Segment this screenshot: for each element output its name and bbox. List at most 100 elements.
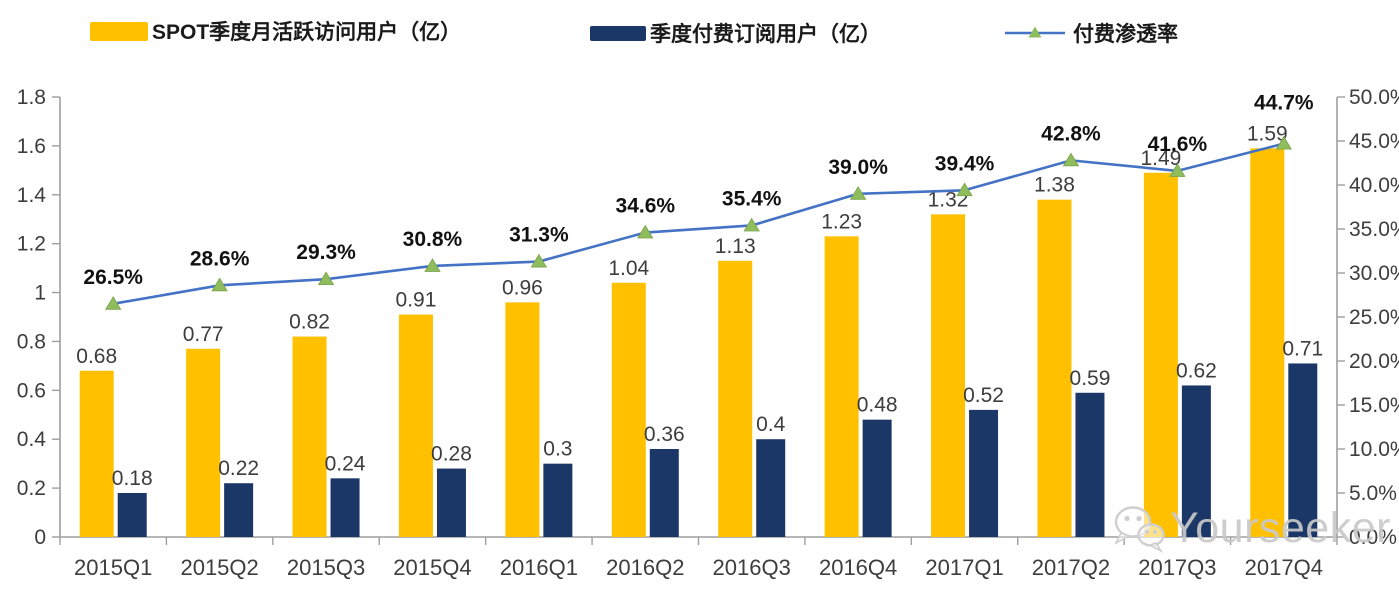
- left-axis-tick-label: 0.2: [17, 477, 46, 500]
- x-axis-category-label: 2017Q4: [1245, 555, 1323, 580]
- mau-bar: [1037, 199, 1072, 537]
- mau-value-label: 0.96: [502, 276, 543, 299]
- x-axis-category-label: 2017Q3: [1138, 555, 1216, 580]
- mau-bar: [611, 282, 646, 537]
- mau-value-label: 1.23: [821, 210, 862, 233]
- x-axis-category-label: 2017Q1: [925, 555, 1003, 580]
- legend-item-mau: SPOT季度月活跃访问用户（亿）: [90, 18, 461, 44]
- legend-label-mau: SPOT季度月活跃访问用户（亿）: [152, 21, 462, 44]
- subscriber-bar: [649, 449, 679, 537]
- penetration-label: 42.8%: [1041, 122, 1101, 145]
- mau-bar: [79, 370, 114, 537]
- mau-value-label: 0.77: [183, 323, 224, 346]
- legend-label-penetration: 付费渗透率: [1073, 23, 1178, 46]
- subscriber-bar: [436, 468, 466, 537]
- right-axis-tick-label: 5.0%: [1349, 482, 1397, 505]
- mau-value-label: 1.59: [1247, 122, 1288, 145]
- penetration-marker: [849, 186, 867, 200]
- penetration-label: 41.6%: [1148, 133, 1208, 156]
- left-axis-tick-label: 1.8: [17, 86, 46, 109]
- penetration-marker: [743, 217, 760, 232]
- right-axis-tick-label: 25.0%: [1349, 306, 1399, 329]
- penetration-label: 28.6%: [190, 247, 250, 270]
- penetration-marker: [1169, 163, 1186, 177]
- subscriber-value-label: 0.62: [1176, 359, 1217, 382]
- left-axis-tick-label: 0.8: [17, 330, 46, 353]
- mau-bar: [398, 314, 433, 537]
- subscriber-bar: [756, 439, 786, 537]
- penetration-line: [112, 142, 1285, 306]
- left-axis-tick-label: 1: [34, 282, 46, 305]
- penetration-marker: [105, 296, 122, 310]
- subscriber-bar: [1288, 363, 1318, 537]
- right-axis-tick-label: 15.0%: [1349, 394, 1399, 417]
- subscriber-bar: [543, 463, 573, 537]
- mau-value-label: 1.13: [715, 235, 756, 258]
- x-axis-category-label: 2016Q3: [713, 555, 791, 580]
- right-axis-tick-label: 35.0%: [1349, 218, 1399, 241]
- subscriber-bar: [330, 478, 360, 537]
- mau-value-label: 0.68: [76, 345, 117, 368]
- legend-item-subscribers: 季度付费订阅用户（亿）: [590, 20, 881, 46]
- penetration-marker: [1062, 152, 1080, 167]
- mau-bar: [1143, 172, 1178, 537]
- penetration-label: 39.0%: [828, 156, 888, 179]
- penetration-label: 30.8%: [403, 228, 463, 251]
- line-marker-icon: [1005, 26, 1065, 38]
- mau-bar: [718, 260, 753, 537]
- subscriber-value-label: 0.36: [644, 423, 685, 446]
- penetration-label: 44.7%: [1254, 92, 1314, 115]
- legend-label-subscribers: 季度付费订阅用户（亿）: [650, 23, 881, 46]
- subscriber-bar: [224, 483, 254, 537]
- subscriber-value-label: 0.18: [112, 467, 153, 490]
- penetration-marker: [1275, 135, 1292, 150]
- left-axis-tick-label: 1.6: [17, 135, 46, 158]
- legend-swatch-subscribers: [590, 25, 646, 41]
- subscriber-bar: [1075, 392, 1105, 537]
- mau-bar: [824, 236, 859, 538]
- x-axis-category-label: 2016Q4: [819, 555, 897, 580]
- x-axis-category-label: 2015Q1: [74, 555, 152, 580]
- left-axis-tick-label: 1.2: [17, 233, 46, 256]
- penetration-label: 34.6%: [616, 195, 676, 218]
- mau-bar: [292, 336, 327, 537]
- penetration-label: 35.4%: [722, 187, 782, 210]
- penetration-marker: [317, 271, 335, 286]
- right-axis-tick-label: 10.0%: [1349, 438, 1399, 461]
- subscriber-value-label: 0.48: [857, 394, 898, 417]
- mau-value-label: 0.82: [289, 311, 330, 334]
- x-axis-category-label: 2017Q2: [1032, 555, 1110, 580]
- subscriber-value-label: 0.71: [1282, 337, 1323, 360]
- mau-bar: [931, 214, 966, 538]
- left-axis-tick-label: 0.6: [17, 379, 46, 402]
- penetration-label: 39.4%: [935, 152, 995, 175]
- subscriber-value-label: 0.24: [325, 452, 366, 475]
- penetration-marker: [637, 224, 654, 239]
- subscriber-value-label: 0.52: [963, 384, 1004, 407]
- subscriber-value-label: 0.3: [543, 438, 572, 461]
- mau-bar: [186, 348, 221, 537]
- penetration-marker: [956, 182, 973, 197]
- right-axis-tick-label: 50.0%: [1349, 86, 1399, 109]
- legend-item-penetration: 付费渗透率: [1005, 20, 1178, 46]
- right-axis-tick-label: 30.0%: [1349, 262, 1399, 285]
- mau-value-label: 1.38: [1034, 174, 1075, 197]
- legend-line-marker: [1005, 24, 1065, 42]
- mau-value-label: 1.49: [1140, 147, 1181, 170]
- x-axis-category-label: 2015Q2: [180, 555, 258, 580]
- left-axis-tick-label: 0: [34, 526, 46, 549]
- x-axis-category-label: 2015Q4: [393, 555, 471, 580]
- mau-bar: [505, 302, 540, 537]
- right-axis-tick-label: 0.0%: [1349, 526, 1397, 549]
- left-axis-tick-label: 1.4: [17, 184, 47, 207]
- mau-value-label: 0.91: [396, 289, 437, 312]
- subscriber-bar: [969, 409, 999, 537]
- mau-value-label: 1.04: [608, 257, 649, 280]
- penetration-label: 29.3%: [296, 241, 356, 264]
- right-axis-tick-label: 20.0%: [1349, 350, 1399, 373]
- subscriber-value-label: 0.4: [756, 413, 786, 436]
- penetration-marker: [424, 258, 441, 272]
- subscriber-value-label: 0.22: [218, 457, 259, 480]
